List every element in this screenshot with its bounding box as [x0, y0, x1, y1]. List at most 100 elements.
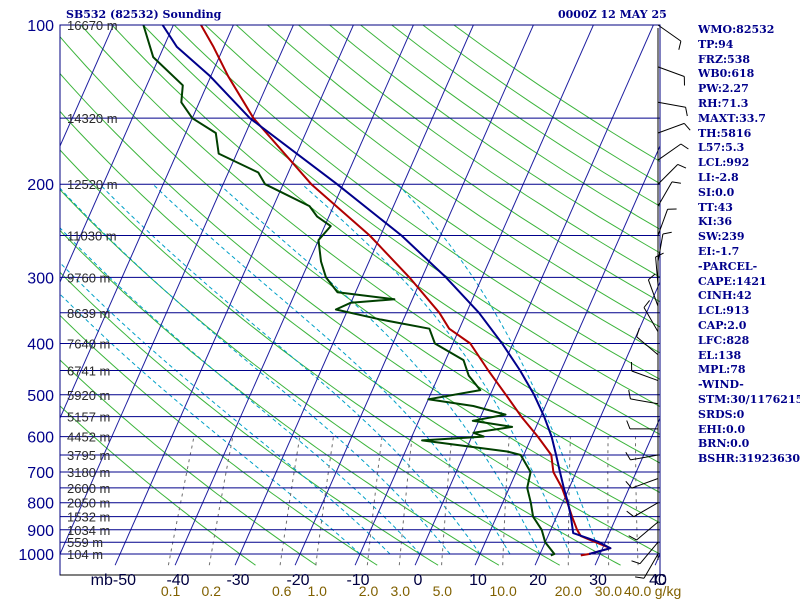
wind-barb: [633, 502, 659, 518]
stability-indices-panel: WMO:82532 TP:94 FRZ:538 WB0:618 PW:2.27 RH:71…: [698, 23, 800, 467]
isotherm: [594, 416, 660, 566]
height-label: 14320 m: [67, 111, 118, 126]
wind-barb: [630, 454, 659, 461]
height-label: 3795 m: [67, 448, 110, 463]
index-item: WB0:618: [698, 67, 755, 81]
index-item: L57:5.3: [698, 141, 745, 155]
dry-adiabat: [267, 25, 660, 303]
wind-barb-flag: [626, 510, 635, 518]
mixing-ratio-tick-label: 20.0: [555, 583, 582, 599]
index-item: BSHR:31923630233: [698, 452, 800, 466]
height-label: 1034 m: [67, 523, 110, 538]
wind-barb-flag: [677, 163, 687, 169]
height-label: 8639 m: [67, 306, 110, 321]
index-item: LCL:913: [698, 304, 750, 318]
mixing-ratio-tick-label: 3.0: [391, 583, 411, 599]
pressure-tick-label: 900: [27, 523, 54, 540]
wind-barb-flag: [636, 328, 640, 337]
index-item: TH:5816: [698, 126, 752, 140]
index-item: SI:0.0: [698, 185, 735, 199]
index-item: STM:30/117621528: [698, 392, 800, 406]
mixing-ratio-line: [167, 436, 195, 566]
wind-barb: [631, 478, 659, 489]
isotherm: [294, 25, 534, 566]
wind-barb: [636, 521, 659, 541]
mixing-ratio-tick-label: 10.0: [489, 583, 516, 599]
index-item: FRZ:538: [698, 52, 751, 66]
dry-adiabat: [204, 25, 660, 354]
height-label: 3180 m: [67, 465, 110, 480]
wind-barb-flag: [680, 143, 689, 150]
temperature-tick-label: -30: [226, 572, 249, 589]
height-label: 12520 m: [67, 177, 118, 192]
temperature-tick-label: -20: [286, 572, 309, 589]
mixing-ratio-tick-label: 5.0: [433, 583, 453, 599]
mixing-ratio-tick-label: 1.0: [307, 583, 327, 599]
pressure-tick-label: 300: [27, 270, 54, 287]
dry-adiabat: [60, 110, 660, 555]
index-item: CAP:2.0: [698, 318, 747, 332]
wind-barb: [655, 256, 659, 285]
height-label: 7640 m: [67, 336, 110, 351]
index-item: PW:2.27: [698, 82, 749, 96]
temperature-tick-label: 10: [469, 572, 487, 589]
parcel-trace: [161, 25, 612, 555]
height-label: 1532 m: [67, 510, 110, 525]
index-item: LCL:992: [698, 156, 750, 170]
index-item: LFC:828: [698, 333, 750, 347]
wind-barb-flag: [628, 390, 631, 399]
mixing-ratio-tick-label: 0.2: [202, 583, 222, 599]
dry-adiabat: [60, 72, 660, 524]
wind-barb: [636, 336, 659, 356]
mixing-ratio-unit-label: g/kg: [655, 583, 681, 599]
wind-barb: [657, 233, 664, 262]
wind-barb: [631, 370, 659, 382]
isotherm: [414, 25, 654, 566]
temperature-tick-label: mb-50: [91, 572, 136, 589]
isotherm: [0, 13, 59, 565]
dry-adiabat: [60, 35, 660, 494]
index-item: LI:-2.8: [698, 170, 739, 184]
wind-barb: [657, 209, 669, 236]
wind-barb-flag: [628, 535, 637, 541]
wind-barb-flag: [643, 300, 650, 308]
height-label: 559 m: [67, 535, 103, 550]
dry-adiabat: [60, 359, 317, 566]
moist-adiabat: [60, 227, 421, 555]
height-label: 5157 m: [67, 410, 110, 425]
index-item: MPL:78: [698, 363, 746, 377]
dry-adiabat: [173, 25, 660, 380]
index-item: TP:94: [698, 37, 734, 51]
index-item: RH:71.3: [698, 96, 749, 110]
dry-adiabat: [60, 229, 500, 566]
index-item: WMO:82532: [698, 23, 775, 36]
wind-barb: [639, 541, 659, 565]
wind-barb: [647, 279, 659, 307]
index-item: MAXT:33.7: [698, 111, 766, 125]
index-item: CINH:42: [698, 289, 752, 303]
pressure-tick-label: 800: [27, 496, 54, 513]
temperature-tick-label: 0: [414, 572, 423, 589]
pressure-tick-label: 500: [27, 388, 54, 405]
wind-profile: [625, 24, 691, 579]
wind-barb: [657, 143, 682, 161]
pressure-tick-label: 400: [27, 336, 54, 353]
isotherm: [60, 25, 234, 420]
wind-barb-flag: [678, 40, 682, 50]
index-item: -WIND-: [698, 378, 744, 392]
height-label: 4452 m: [67, 430, 110, 445]
mixing-ratio-tick-label: 0.6: [272, 583, 292, 599]
dry-adiabat: [111, 25, 660, 435]
height-label: 6741 m: [67, 364, 110, 379]
wind-barb-flag: [648, 273, 656, 281]
index-item: EL:138: [698, 348, 742, 362]
index-item: -PARCEL-: [698, 259, 758, 273]
wind-barb: [657, 122, 685, 134]
mixing-ratio-tick-label: 0.1: [161, 583, 181, 599]
wind-barb: [643, 307, 659, 332]
mixing-ratio-tick-label: 2.0: [359, 583, 379, 599]
height-label: 2600 m: [67, 481, 110, 496]
wind-barb: [657, 24, 682, 42]
